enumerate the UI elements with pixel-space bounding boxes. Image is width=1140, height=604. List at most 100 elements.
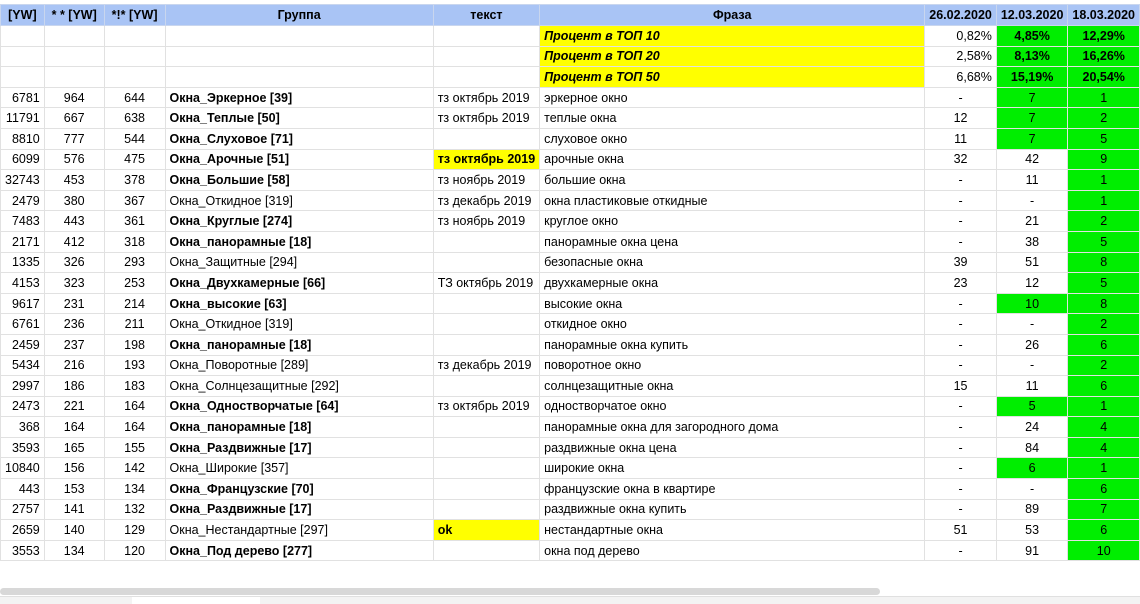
date-3-cell[interactable]: 5 bbox=[1067, 272, 1140, 294]
empty-cell[interactable] bbox=[0, 66, 45, 88]
yw-cell[interactable]: 2459 bbox=[0, 333, 45, 356]
yw2-cell[interactable]: 141 bbox=[43, 498, 105, 521]
phrase-cell[interactable]: окна под дерево bbox=[539, 539, 926, 562]
text-cell[interactable] bbox=[432, 230, 541, 253]
yw3-cell[interactable]: 253 bbox=[103, 272, 166, 294]
text-cell[interactable] bbox=[432, 313, 541, 335]
group-cell[interactable]: Окна_Защитные [294] bbox=[164, 251, 434, 274]
group-cell[interactable]: Окна_Поворотные [289] bbox=[164, 354, 434, 377]
header-phrase[interactable]: Фраза bbox=[539, 4, 926, 26]
date-3-cell[interactable]: 7 bbox=[1067, 498, 1140, 521]
group-cell[interactable]: Окна_Под дерево [277] bbox=[164, 539, 434, 562]
date-1-cell[interactable]: 32 bbox=[924, 148, 997, 171]
date-2-cell[interactable]: 42 bbox=[995, 148, 1069, 171]
date-3-cell[interactable]: 8 bbox=[1067, 251, 1140, 274]
yw-cell[interactable]: 368 bbox=[0, 416, 45, 438]
empty-cell[interactable] bbox=[432, 45, 541, 68]
yw2-cell[interactable]: 153 bbox=[43, 478, 105, 500]
phrase-cell[interactable]: большие окна bbox=[539, 169, 926, 191]
group-cell[interactable]: Окна_Одностворчатые [64] bbox=[164, 395, 434, 418]
phrase-cell[interactable]: раздвижные окна купить bbox=[539, 498, 926, 521]
yw-cell[interactable]: 8810 bbox=[0, 127, 45, 150]
summary-date-1[interactable]: 6,68% bbox=[924, 66, 997, 88]
header-text[interactable]: текст bbox=[432, 4, 541, 26]
group-cell[interactable]: Окна_Большие [58] bbox=[164, 169, 434, 191]
group-cell[interactable]: Окна_Раздвижные [17] bbox=[164, 498, 434, 521]
empty-cell[interactable] bbox=[164, 66, 434, 88]
phrase-cell[interactable]: одностворчатое окно bbox=[539, 395, 926, 418]
date-1-cell[interactable]: - bbox=[924, 354, 997, 377]
date-3-cell[interactable]: 2 bbox=[1067, 313, 1140, 335]
date-2-cell[interactable]: 11 bbox=[995, 375, 1069, 397]
phrase-cell[interactable]: двухкамерные окна bbox=[539, 272, 926, 294]
summary-date-3[interactable]: 12,29% bbox=[1067, 25, 1140, 47]
text-cell[interactable] bbox=[432, 333, 541, 356]
group-cell[interactable]: Окна_панорамные [18] bbox=[164, 416, 434, 438]
yw3-cell[interactable]: 164 bbox=[103, 416, 166, 438]
yw-cell[interactable]: 6781 bbox=[0, 86, 45, 109]
date-3-cell[interactable]: 5 bbox=[1067, 230, 1140, 253]
date-1-cell[interactable]: 15 bbox=[924, 375, 997, 397]
summary-date-2[interactable]: 4,85% bbox=[995, 25, 1069, 47]
yw-cell[interactable]: 2473 bbox=[0, 395, 45, 418]
phrase-cell[interactable]: теплые окна bbox=[539, 107, 926, 129]
phrase-cell[interactable]: панорамные окна купить bbox=[539, 333, 926, 356]
yw3-cell[interactable]: 475 bbox=[103, 148, 166, 171]
date-1-cell[interactable]: - bbox=[924, 498, 997, 521]
yw2-cell[interactable]: 412 bbox=[43, 230, 105, 253]
yw-cell[interactable]: 2171 bbox=[0, 230, 45, 253]
yw3-cell[interactable]: 544 bbox=[103, 127, 166, 150]
yw-cell[interactable]: 6099 bbox=[0, 148, 45, 171]
yw-cell[interactable]: 2659 bbox=[0, 519, 45, 541]
yw3-cell[interactable]: 367 bbox=[103, 189, 166, 212]
date-1-cell[interactable]: - bbox=[924, 395, 997, 418]
summary-date-1[interactable]: 2,58% bbox=[924, 45, 997, 68]
yw2-cell[interactable]: 134 bbox=[43, 539, 105, 562]
yw2-cell[interactable]: 165 bbox=[43, 436, 105, 459]
yw2-cell[interactable]: 443 bbox=[43, 210, 105, 232]
date-2-cell[interactable]: 84 bbox=[995, 436, 1069, 459]
yw3-cell[interactable]: 183 bbox=[103, 375, 166, 397]
yw3-cell[interactable]: 638 bbox=[103, 107, 166, 129]
date-3-cell[interactable]: 5 bbox=[1067, 127, 1140, 150]
date-2-cell[interactable]: 38 bbox=[995, 230, 1069, 253]
date-1-cell[interactable]: 11 bbox=[924, 127, 997, 150]
date-2-cell[interactable]: 7 bbox=[995, 127, 1069, 150]
phrase-cell[interactable]: панорамные окна цена bbox=[539, 230, 926, 253]
date-2-cell[interactable]: 89 bbox=[995, 498, 1069, 521]
yw3-cell[interactable]: 644 bbox=[103, 86, 166, 109]
summary-label[interactable]: Процент в ТОП 10 bbox=[539, 25, 926, 47]
date-2-cell[interactable]: - bbox=[995, 313, 1069, 335]
yw2-cell[interactable]: 326 bbox=[43, 251, 105, 274]
date-1-cell[interactable]: - bbox=[924, 169, 997, 191]
date-2-cell[interactable]: 51 bbox=[995, 251, 1069, 274]
summary-date-3[interactable]: 20,54% bbox=[1067, 66, 1140, 88]
date-1-cell[interactable]: - bbox=[924, 86, 997, 109]
date-3-cell[interactable]: 4 bbox=[1067, 436, 1140, 459]
date-1-cell[interactable]: - bbox=[924, 210, 997, 232]
summary-label[interactable]: Процент в ТОП 50 bbox=[539, 66, 926, 88]
empty-cell[interactable] bbox=[164, 45, 434, 68]
date-3-cell[interactable]: 2 bbox=[1067, 354, 1140, 377]
yw3-cell[interactable]: 378 bbox=[103, 169, 166, 191]
yw2-cell[interactable]: 323 bbox=[43, 272, 105, 294]
yw2-cell[interactable]: 164 bbox=[43, 416, 105, 438]
yw2-cell[interactable]: 216 bbox=[43, 354, 105, 377]
text-cell[interactable] bbox=[432, 478, 541, 500]
yw-cell[interactable]: 2997 bbox=[0, 375, 45, 397]
group-cell[interactable]: Окна_Раздвижные [17] bbox=[164, 436, 434, 459]
yw2-cell[interactable]: 453 bbox=[43, 169, 105, 191]
yw-cell[interactable]: 7483 bbox=[0, 210, 45, 232]
phrase-cell[interactable]: поворотное окно bbox=[539, 354, 926, 377]
yw3-cell[interactable]: 211 bbox=[103, 313, 166, 335]
summary-date-1[interactable]: 0,82% bbox=[924, 25, 997, 47]
header-date-1[interactable]: 26.02.2020 bbox=[924, 4, 997, 26]
empty-cell[interactable] bbox=[0, 25, 45, 47]
text-cell[interactable] bbox=[432, 292, 541, 315]
group-cell[interactable]: Окна_Откидное [319] bbox=[164, 189, 434, 212]
yw3-cell[interactable]: 293 bbox=[103, 251, 166, 274]
text-cell[interactable] bbox=[432, 375, 541, 397]
empty-cell[interactable] bbox=[103, 66, 166, 88]
date-3-cell[interactable]: 2 bbox=[1067, 107, 1140, 129]
group-cell[interactable]: Окна_Широкие [357] bbox=[164, 457, 434, 480]
